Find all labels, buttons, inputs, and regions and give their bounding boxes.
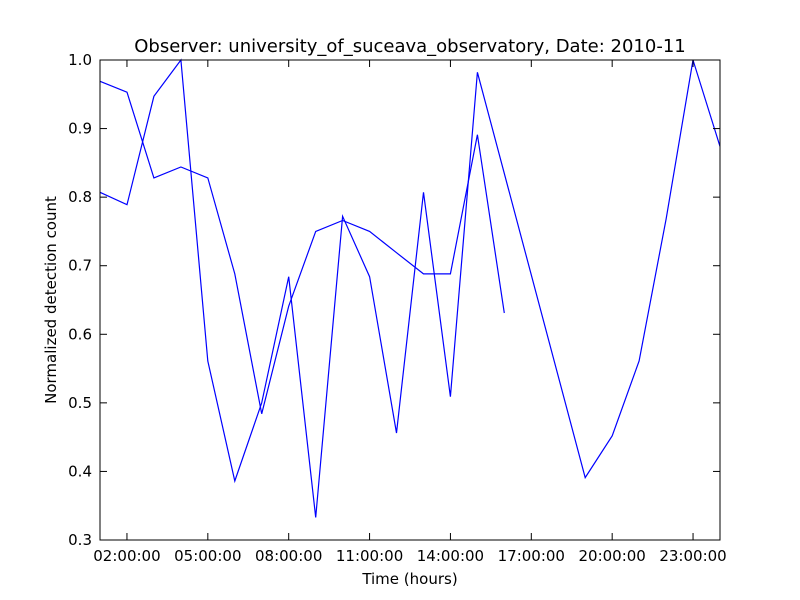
series-line-2: [99, 80, 505, 414]
series-line-1: [99, 58, 721, 518]
x-axis-label: Time (hours): [361, 570, 457, 588]
x-tick-label: 23:00:00: [659, 547, 726, 565]
y-tick-label: 0.8: [68, 188, 92, 206]
y-axis-label: Normalized detection count: [42, 196, 60, 404]
series-layer: [99, 58, 721, 518]
x-tick-label: 02:00:00: [93, 547, 160, 565]
y-axis: 0.3 0.4 0.5 0.6 0.7 0.8 0.9 1.0: [68, 51, 720, 549]
x-tick-label: 08:00:00: [255, 547, 322, 565]
y-tick-label: 0.7: [68, 257, 92, 275]
y-tick-label: 0.4: [68, 462, 92, 480]
x-tick-label: 11:00:00: [336, 547, 403, 565]
plot-frame: [99, 59, 721, 541]
chart-title: Observer: university_of_suceava_observat…: [134, 36, 685, 57]
y-tick-label: 1.0: [68, 51, 92, 69]
y-tick-label: 0.6: [68, 325, 92, 343]
y-tick-label: 0.5: [68, 394, 92, 412]
x-tick-label: 14:00:00: [417, 547, 484, 565]
x-axis: 02:00:00 05:00:00 08:00:00 11:00:00 14:00:00…: [93, 60, 727, 565]
x-tick-label: 05:00:00: [174, 547, 241, 565]
y-tick-label: 0.9: [68, 120, 92, 138]
x-tick-label: 20:00:00: [578, 547, 645, 565]
x-tick-label: 17:00:00: [498, 547, 565, 565]
y-tick-label: 0.3: [68, 531, 92, 549]
